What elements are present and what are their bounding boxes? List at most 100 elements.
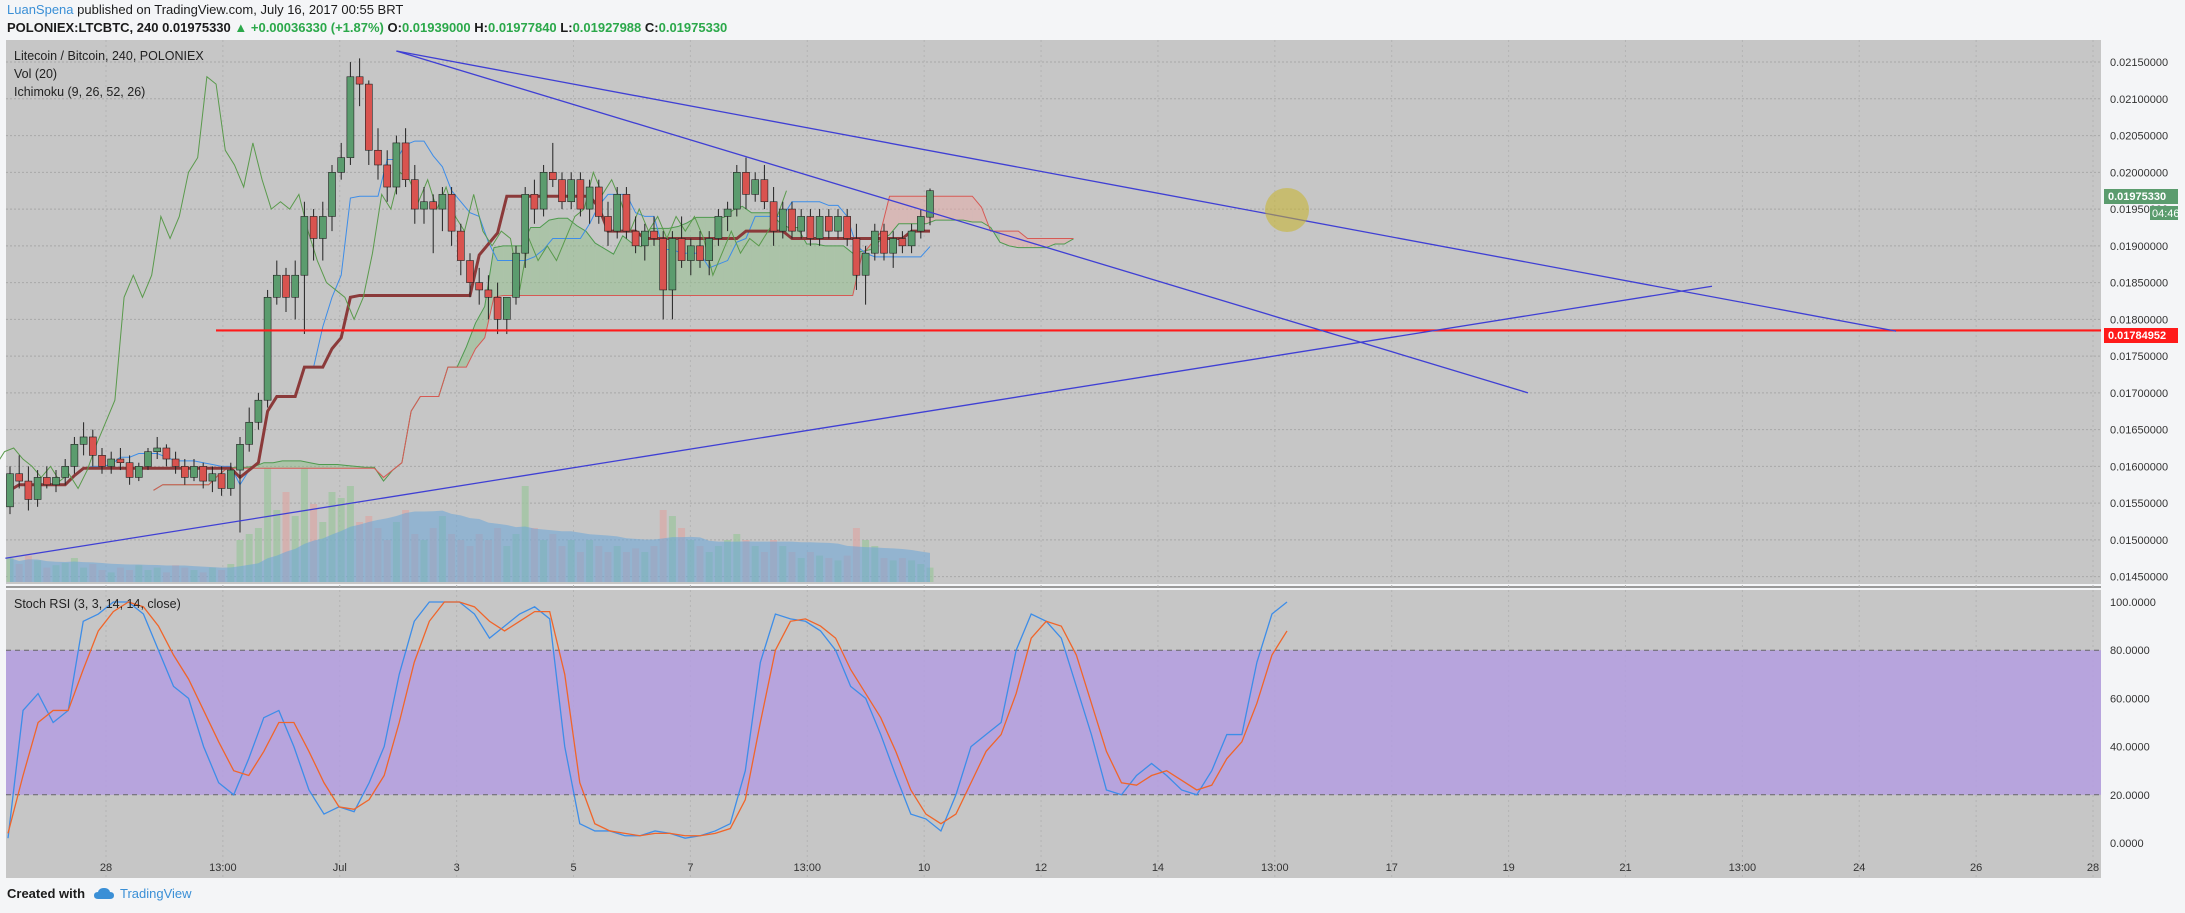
x-tick-label: 3	[454, 862, 460, 874]
cloud-segment	[834, 245, 844, 296]
x-tick-label: 28	[100, 862, 112, 874]
price-change: ▲ +0.00036330 (+1.87%)	[234, 20, 384, 35]
symbol-label: POLONIEX:LTCBTC, 240	[7, 20, 159, 35]
candle-up	[272, 274, 281, 298]
cloud-segment	[328, 464, 338, 469]
rsi-tick-label: 0.0000	[2110, 838, 2144, 850]
x-tick-label: 28	[2087, 862, 2099, 874]
chart-area[interactable]: 0.02150000 0.02100000 0.02050000 0.02000000…	[0, 40, 2185, 880]
x-tick-label: 13:00	[794, 862, 822, 874]
candle-down	[696, 245, 704, 261]
candle-up	[889, 238, 898, 254]
cloud-segment	[493, 245, 504, 298]
candle-up	[318, 216, 327, 239]
price-axis[interactable]	[2101, 40, 2185, 880]
last-price-badge-text: 0.01975330	[2108, 191, 2166, 203]
candle-down	[125, 462, 134, 478]
candle-down	[89, 436, 97, 456]
volume-bar	[245, 534, 253, 582]
candle-down	[401, 142, 410, 180]
ohlc-header: POLONIEX:LTCBTC, 240 0.01975330 ▲ +0.000…	[7, 20, 727, 35]
candle-up	[254, 399, 263, 423]
volume-bars	[6, 468, 934, 582]
publish-info: LuanSpena published on TradingView.com, …	[7, 2, 403, 17]
x-tick-label: 5	[570, 862, 576, 874]
cloud-segment	[263, 462, 274, 469]
volume-bar	[273, 510, 281, 582]
candle-up	[52, 477, 60, 486]
candle-up	[861, 252, 870, 276]
cloud-segment	[539, 220, 550, 296]
candle-down	[355, 76, 364, 85]
candle-up	[190, 466, 198, 478]
candle-up	[907, 230, 916, 247]
x-tick-label: 14	[1152, 862, 1164, 874]
y-tick-label: 0.01900000	[2110, 241, 2168, 253]
candle-up	[686, 245, 695, 261]
candles	[6, 58, 934, 533]
candle-up	[346, 76, 355, 158]
cloud-segment	[843, 245, 853, 296]
candle-up	[328, 172, 336, 217]
cloud-segment	[503, 245, 513, 296]
cloud-segment	[576, 225, 586, 296]
cloud-segment	[760, 212, 770, 296]
close-value: 0.01975330	[658, 20, 728, 35]
created-with-label: Created with	[7, 886, 86, 901]
candle-down	[760, 179, 769, 203]
tradingview-brand[interactable]: TradingView	[93, 886, 192, 901]
candle-up	[79, 436, 88, 445]
candle-down	[447, 194, 456, 232]
tradingview-label: TradingView	[120, 886, 192, 901]
cloud-segment	[595, 243, 605, 296]
volume-bar	[236, 540, 244, 582]
candle-up	[539, 172, 548, 210]
support-price-badge-text: 0.01784952	[2108, 330, 2166, 342]
candle-up	[33, 477, 42, 500]
candle-down	[282, 274, 290, 298]
cloud-segment	[604, 248, 614, 296]
y-tick-label: 0.01550000	[2110, 498, 2168, 510]
cloud-segment	[585, 231, 596, 296]
cloud-segment	[733, 206, 743, 296]
author-link[interactable]: LuanSpena	[7, 2, 74, 17]
y-tick-label: 0.02000000	[2110, 167, 2168, 179]
candle-up	[392, 142, 401, 188]
axis-labels: 0.02150000 0.02100000 0.02050000 0.02000000…	[100, 57, 2168, 874]
volume-bar	[254, 528, 262, 582]
candle-up	[70, 444, 79, 467]
rsi-tick-label: 60.0000	[2110, 693, 2150, 705]
cloud-segment	[631, 243, 642, 296]
volume-ma-area	[10, 510, 930, 582]
cloud-segment	[650, 228, 660, 296]
candle-up	[438, 194, 447, 210]
candle-up	[613, 194, 622, 232]
candle-up	[135, 466, 143, 478]
x-tick-label: 26	[1970, 862, 1982, 874]
cloud-segment	[769, 212, 780, 296]
cloud-segment	[972, 196, 982, 222]
cloud-segment	[613, 235, 623, 296]
rsi-tick-label: 20.0000	[2110, 790, 2150, 802]
rsi-tick-label: 40.0000	[2110, 742, 2150, 754]
high-value: 0.01977840	[487, 20, 557, 35]
cloud-segment	[475, 306, 485, 349]
cloud-segment	[291, 460, 301, 469]
candle-up	[714, 216, 723, 239]
candle-down	[475, 282, 484, 291]
price-pane[interactable]	[6, 40, 2101, 584]
cloud-segment	[1009, 231, 1019, 248]
y-tick-label: 0.02150000	[2110, 57, 2168, 69]
candle-up	[705, 238, 714, 261]
ichimoku-legend: Ichimoku (9, 26, 52, 26)	[14, 85, 145, 99]
cloud-segment	[319, 464, 329, 469]
x-tick-label: 19	[1502, 862, 1514, 874]
rsi-tick-label: 100.0000	[2110, 597, 2156, 609]
volume-bar	[300, 468, 308, 582]
candle-down	[42, 477, 51, 486]
candle-down	[548, 172, 557, 180]
countdown-badge	[2150, 206, 2178, 220]
candle-down	[24, 480, 33, 500]
x-tick-label: 21	[1619, 862, 1631, 874]
candle-up	[245, 421, 253, 445]
